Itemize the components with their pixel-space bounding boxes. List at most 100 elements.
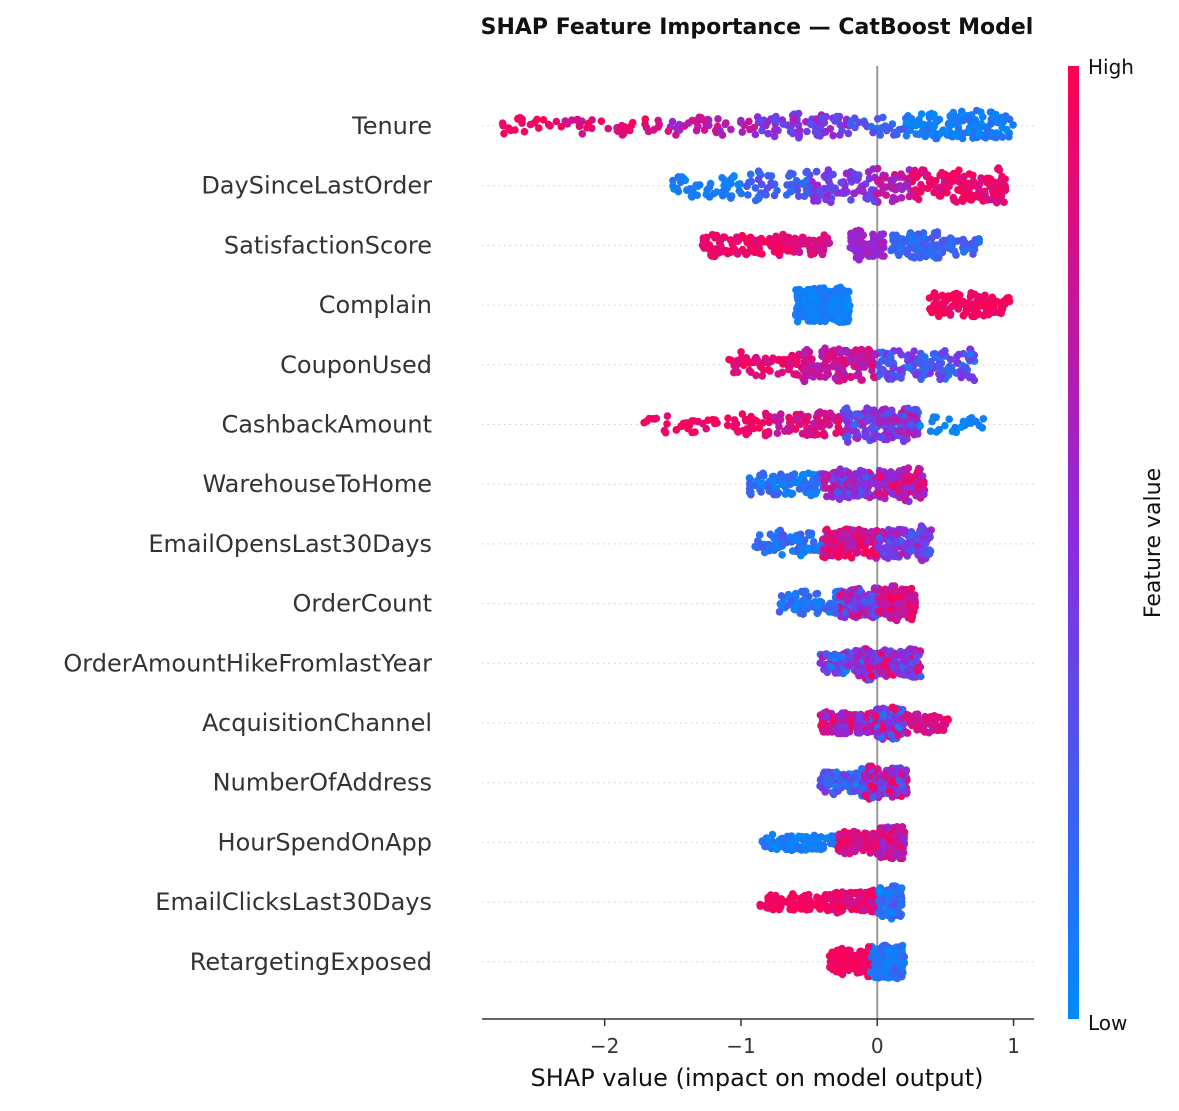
- data-point: [724, 414, 732, 422]
- data-point: [947, 356, 955, 364]
- data-point: [923, 249, 931, 257]
- data-point: [812, 115, 820, 123]
- data-point: [709, 416, 717, 424]
- data-point: [907, 126, 915, 134]
- data-point: [874, 830, 882, 838]
- data-point: [865, 649, 873, 657]
- data-point: [897, 366, 905, 374]
- data-point: [768, 544, 776, 552]
- data-point: [897, 374, 905, 382]
- data-point: [980, 415, 988, 423]
- data-point: [888, 184, 896, 192]
- data-point: [761, 549, 769, 557]
- data-point: [916, 422, 924, 430]
- data-point: [851, 488, 859, 496]
- data-point: [790, 603, 798, 611]
- data-point: [693, 191, 701, 199]
- data-point: [788, 128, 796, 136]
- data-point: [756, 531, 764, 539]
- data-point: [955, 351, 963, 359]
- data-point: [678, 173, 686, 181]
- data-point: [874, 115, 882, 123]
- data-point: [730, 173, 738, 181]
- data-point: [848, 554, 856, 562]
- data-point: [914, 468, 922, 476]
- data-point: [861, 670, 869, 678]
- data-point: [979, 113, 987, 121]
- data-point: [788, 491, 796, 499]
- data-point: [913, 237, 921, 245]
- data-point: [806, 531, 814, 539]
- data-point: [654, 117, 662, 125]
- data-point: [841, 406, 849, 414]
- data-point: [872, 351, 880, 359]
- data-point: [830, 361, 838, 369]
- data-point: [821, 173, 829, 181]
- data-point: [744, 191, 752, 199]
- data-point: [796, 537, 804, 545]
- data-point: [821, 292, 829, 300]
- data-point: [739, 410, 747, 418]
- data-point: [836, 131, 844, 139]
- data-point: [876, 534, 884, 542]
- data-point: [694, 122, 702, 130]
- chart-title: SHAP Feature Importance — CatBoost Model: [481, 15, 1034, 40]
- data-point: [759, 837, 767, 845]
- data-point: [925, 550, 933, 558]
- data-point: [695, 114, 703, 122]
- data-point: [804, 545, 812, 553]
- data-point: [995, 164, 1003, 172]
- data-point: [909, 170, 917, 178]
- data-point: [759, 470, 767, 478]
- data-point: [879, 369, 887, 377]
- data-point: [553, 118, 561, 126]
- data-point: [651, 415, 659, 423]
- data-point: [834, 418, 842, 426]
- data-point: [835, 669, 843, 677]
- data-point: [849, 478, 857, 486]
- data-point: [961, 238, 969, 246]
- data-point: [771, 180, 779, 188]
- data-point: [902, 494, 910, 502]
- data-point: [934, 243, 942, 251]
- data-point: [903, 430, 911, 438]
- data-point: [776, 608, 784, 616]
- data-point: [830, 718, 838, 726]
- data-point: [817, 366, 825, 374]
- data-point: [755, 169, 763, 177]
- data-point: [876, 131, 884, 139]
- data-point: [854, 661, 862, 669]
- data-point: [700, 234, 708, 242]
- data-point: [752, 184, 760, 192]
- data-point: [828, 601, 836, 609]
- data-point: [757, 488, 765, 496]
- data-point: [920, 480, 928, 488]
- data-point: [858, 359, 866, 367]
- data-point: [730, 369, 738, 377]
- data-point: [908, 673, 916, 681]
- data-point: [775, 423, 783, 431]
- data-point: [927, 362, 935, 370]
- data-point: [752, 197, 760, 205]
- data-point: [880, 824, 888, 832]
- data-point: [858, 346, 866, 354]
- data-point: [889, 474, 897, 482]
- data-point: [810, 420, 818, 428]
- data-point: [823, 721, 831, 729]
- data-point: [810, 237, 818, 245]
- data-point: [948, 175, 956, 183]
- data-point: [939, 300, 947, 308]
- data-point: [794, 293, 802, 301]
- data-point: [802, 846, 810, 854]
- data-point: [869, 239, 877, 247]
- data-point: [865, 722, 873, 730]
- data-point: [1000, 198, 1008, 206]
- data-point: [908, 590, 916, 598]
- data-point: [826, 492, 834, 500]
- data-point: [752, 354, 760, 362]
- data-point: [902, 484, 910, 492]
- data-point: [793, 370, 801, 378]
- data-point: [776, 416, 784, 424]
- data-point: [756, 901, 764, 909]
- data-point: [752, 372, 760, 380]
